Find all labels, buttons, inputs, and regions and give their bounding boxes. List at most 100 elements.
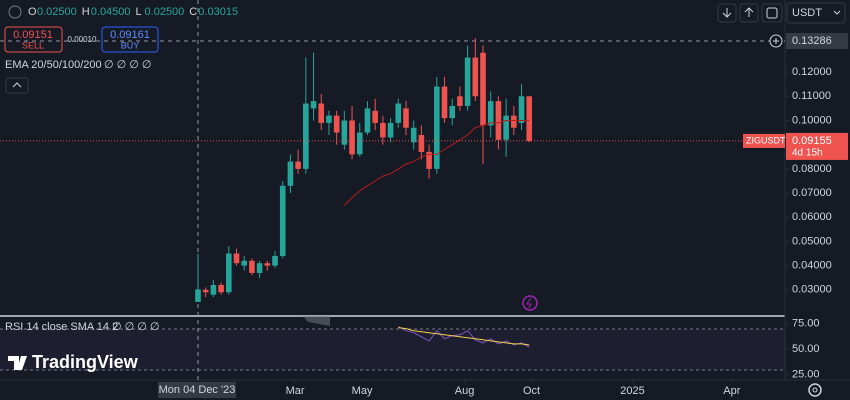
candle-body	[310, 101, 317, 109]
collapse-button[interactable]	[5, 77, 29, 94]
candle-body	[503, 115, 509, 140]
arrow-icon	[722, 8, 732, 18]
rsi-fragment	[303, 316, 330, 326]
x-tick-label: May	[352, 385, 373, 397]
scroll-up-button[interactable]	[739, 3, 759, 23]
symbol-box	[743, 133, 785, 148]
candle-body	[249, 260, 255, 273]
ohlc-value: 0.04500	[91, 6, 131, 18]
y-tick-label: 0.07000	[792, 187, 832, 199]
crosshair-date: Mon 04 Dec '23	[159, 384, 236, 396]
ohlc-value: 0.02500	[145, 6, 185, 18]
candle-body	[341, 120, 348, 145]
candle-body	[487, 101, 494, 126]
ema-label: EMA 20/50/100/200	[5, 59, 102, 71]
candle-body	[218, 285, 224, 293]
y-tick-label: 0.10000	[792, 114, 832, 126]
brand-name: TradingView	[32, 352, 139, 372]
candle-body	[264, 263, 271, 266]
y-tick-label: 0.08000	[792, 163, 832, 175]
spread: 0.00010	[68, 35, 97, 44]
candle-body	[472, 57, 479, 97]
x-tick-label: Oct	[523, 385, 540, 397]
sell-price: 0.09151	[13, 29, 53, 41]
last-price: 0.09155	[792, 135, 832, 147]
ohlc-value: 0.03015	[198, 6, 238, 18]
candle-body	[457, 96, 463, 106]
candle-body	[364, 108, 371, 133]
candle-body	[418, 135, 425, 152]
sell-label: SELL	[22, 40, 44, 50]
candle-body	[526, 96, 533, 141]
candle-body	[433, 86, 440, 169]
scroll-down-button[interactable]	[717, 3, 737, 23]
ohlc-key: H	[82, 6, 90, 18]
candle-body	[449, 105, 456, 119]
x-tick-label: Aug	[455, 385, 475, 397]
buy-label: BUY	[121, 40, 140, 50]
arrow-icon	[744, 7, 754, 17]
countdown: 4d 15h	[792, 148, 823, 159]
last-price-box	[786, 132, 848, 160]
brand-logo	[8, 356, 27, 370]
ohlc-key: L	[136, 6, 142, 18]
candle-body	[279, 185, 286, 256]
candle-body	[318, 103, 325, 123]
candle-body	[210, 285, 217, 295]
rsi-band	[0, 329, 785, 370]
candle-body	[426, 151, 432, 169]
dropdown-icon	[833, 10, 841, 15]
candle-body	[511, 115, 517, 128]
candle-body	[287, 161, 294, 186]
y-tick-label: 0.06000	[792, 211, 832, 223]
candle-body	[195, 289, 201, 302]
ema-line	[344, 120, 530, 206]
y-tick-label: 0.04000	[792, 260, 832, 272]
candle-body	[380, 122, 386, 138]
event-icon[interactable]	[522, 295, 538, 311]
candle-body	[202, 289, 209, 293]
sell-button[interactable]	[4, 26, 63, 53]
lightning-icon	[526, 297, 532, 309]
fullscreen-button[interactable]	[761, 3, 783, 23]
candle-body	[410, 127, 417, 143]
candle-body	[233, 253, 240, 264]
x-tick-label: 2025	[620, 385, 644, 397]
currency: USDT	[792, 7, 822, 19]
candle-body	[403, 108, 409, 128]
rsi-values: ∅ ∅ ∅ ∅	[112, 321, 160, 333]
currency-select[interactable]	[786, 2, 846, 24]
y-tick-label: 25.00	[792, 368, 820, 380]
crosshair-price: 0.13286	[792, 35, 832, 47]
ohlc-key: C	[189, 6, 197, 18]
rsi-line	[398, 326, 530, 348]
candle-body	[333, 115, 340, 133]
chevron-icon	[12, 82, 22, 88]
candle-body	[349, 120, 355, 155]
buy-button[interactable]	[101, 26, 159, 53]
y-tick-label: 0.11000	[792, 90, 831, 102]
candle-body	[241, 260, 248, 266]
y-tick-label: 50.00	[792, 343, 820, 355]
settings-button[interactable]	[808, 383, 822, 397]
buy-price: 0.09161	[110, 29, 150, 41]
candle-body	[518, 96, 525, 123]
x-tick-label: Apr	[723, 385, 740, 397]
y-tick-label: 0.03000	[792, 284, 832, 296]
candle-body	[326, 115, 332, 123]
candle-body	[395, 103, 402, 123]
rsi-line	[398, 327, 530, 346]
candle-body	[256, 263, 263, 273]
candle-body	[303, 103, 309, 169]
crosshair-date-box	[157, 382, 236, 398]
status-icon	[8, 5, 22, 19]
ohlc-value: 0.02500	[37, 6, 77, 18]
candle-body	[441, 86, 448, 119]
settings-icon	[812, 387, 818, 393]
plus-icon	[773, 37, 779, 44]
candle-body	[480, 52, 486, 126]
candle-body	[372, 110, 378, 123]
ema-values: ∅ ∅ ∅ ∅	[104, 59, 152, 71]
